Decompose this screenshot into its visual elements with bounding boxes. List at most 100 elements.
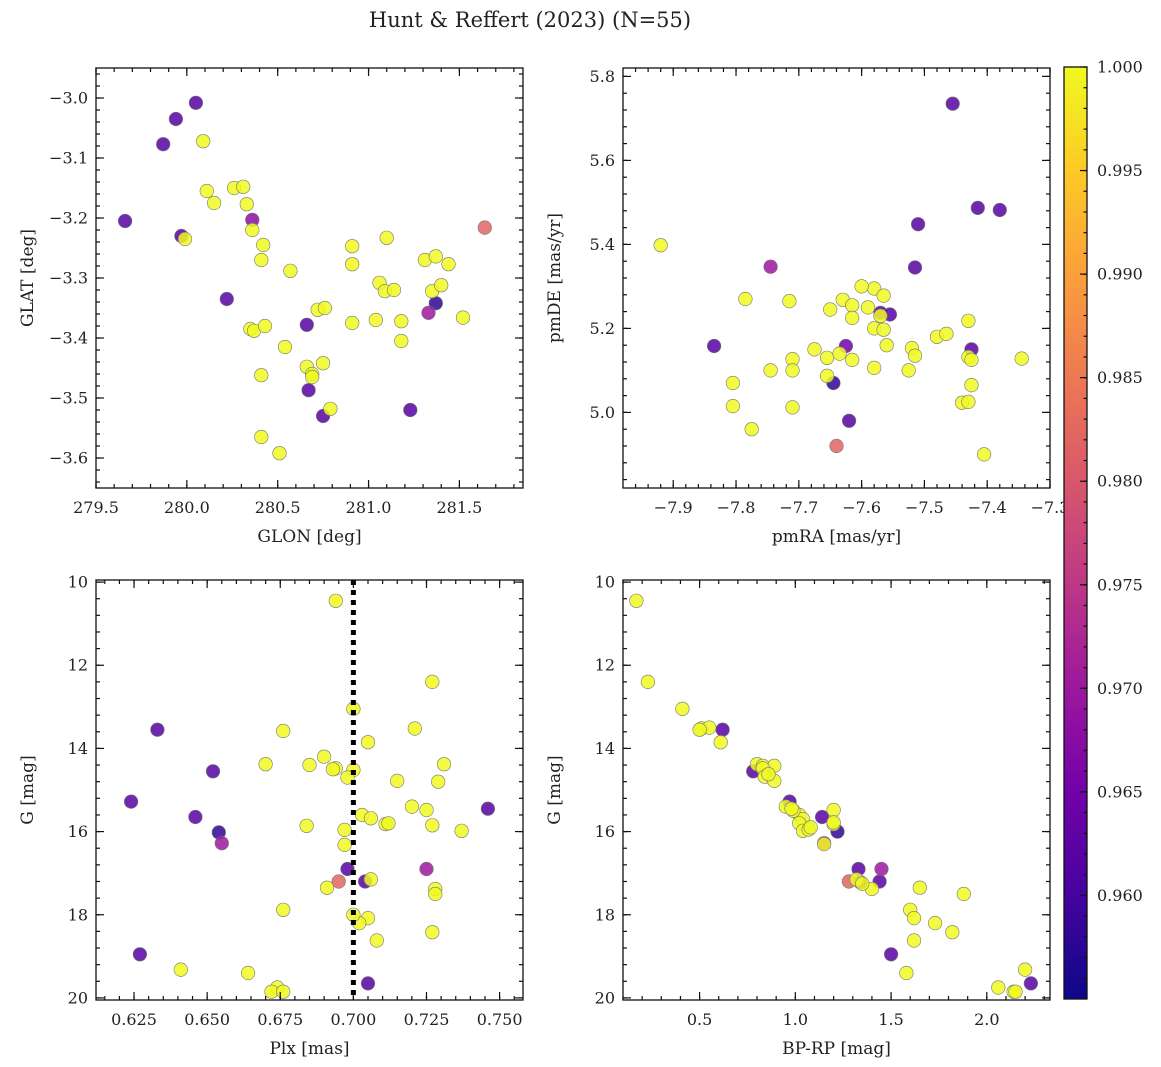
data-point — [879, 338, 894, 353]
x-tick-label: 281.5 — [436, 498, 482, 517]
data-point — [1017, 962, 1033, 977]
data-point — [276, 723, 291, 739]
x-tick-label: 2.0 — [974, 1010, 999, 1029]
panel-2: −7.9 −7.8 −7.7 −7.6 −7.5 −7.4 −7.3 5.0 5.2 5.4 5.6… — [545, 67, 1069, 547]
data-point — [964, 378, 979, 393]
data-point — [829, 438, 844, 454]
y-tick-label: 5.8 — [590, 67, 615, 86]
y-tick-label: 16 — [68, 822, 88, 841]
data-point — [299, 818, 314, 833]
x-tick-label: 281.0 — [346, 498, 392, 517]
data-point — [277, 339, 293, 355]
y-tick-label: 5.2 — [590, 319, 615, 338]
data-point — [394, 314, 409, 329]
data-point — [964, 352, 979, 368]
data-point — [860, 300, 876, 315]
data-point — [425, 674, 440, 690]
data-point — [283, 263, 298, 278]
y-axis-label: G [mag] — [545, 755, 565, 824]
data-point — [345, 257, 360, 272]
data-point — [782, 294, 797, 309]
data-point — [205, 764, 221, 779]
data-point — [784, 801, 799, 816]
x-tick-label: 1.0 — [783, 1010, 808, 1029]
data-point — [1023, 976, 1038, 991]
y-tick-label: 14 — [68, 739, 88, 758]
data-point — [785, 363, 800, 378]
colorbar-tick-label: 1.000 — [1097, 58, 1143, 77]
data-point — [428, 886, 443, 902]
axes-frame — [622, 67, 1051, 489]
y-tick-label: 5.0 — [590, 403, 615, 422]
data-point — [360, 976, 376, 991]
data-point — [819, 368, 835, 384]
data-point — [403, 402, 418, 418]
axes-frame — [95, 67, 524, 489]
data-point — [761, 767, 776, 782]
y-axis-label: G [mag] — [18, 755, 38, 824]
data-point — [419, 802, 434, 818]
data-point — [236, 179, 251, 194]
x-tick-label: 279.5 — [73, 498, 119, 517]
data-point — [425, 925, 440, 940]
x-tick-label: 0.675 — [257, 1010, 303, 1029]
data-point — [257, 318, 273, 334]
data-point — [404, 799, 420, 814]
data-point — [883, 947, 899, 962]
data-point — [1014, 351, 1029, 366]
data-point — [899, 965, 914, 981]
x-tick-label: 0.650 — [184, 1010, 230, 1029]
data-point — [258, 757, 273, 772]
panel-1: 279.5 280.0 280.5 281.0 281.5 −3.6 −3.5 −3.4 −3.… — [18, 67, 524, 547]
colorbar-tick-label: 0.965 — [1097, 782, 1143, 801]
x-tick-label: −7.3 — [1031, 498, 1070, 517]
y-tick-label: 14 — [595, 739, 615, 758]
data-point — [276, 902, 291, 917]
y-tick-label: 20 — [68, 988, 88, 1007]
data-point — [1008, 984, 1023, 999]
data-point — [407, 721, 422, 736]
data-point — [381, 816, 396, 831]
data-point — [653, 238, 668, 253]
y-axis-label: pmDE [mas/yr] — [545, 213, 565, 343]
x-axis-label: pmRA [mas/yr] — [772, 527, 901, 547]
data-point — [156, 137, 171, 152]
data-point — [454, 823, 469, 838]
data-point — [927, 915, 943, 931]
colorbar-tick-label: 0.990 — [1097, 265, 1143, 284]
data-point — [325, 762, 341, 777]
x-tick-label: 1.5 — [878, 1010, 903, 1029]
data-point — [845, 352, 860, 368]
data-point — [431, 774, 446, 789]
data-point — [706, 338, 722, 354]
x-tick-label: 0.725 — [404, 1010, 450, 1029]
data-point — [394, 333, 409, 349]
data-point — [738, 291, 753, 307]
data-point — [219, 291, 234, 307]
data-point — [239, 197, 254, 212]
data-point — [480, 801, 496, 816]
x-tick-label: −7.6 — [842, 498, 881, 517]
data-point — [419, 861, 434, 877]
data-point — [826, 815, 841, 830]
colorbar-gradient — [1064, 67, 1087, 999]
data-point — [319, 880, 335, 895]
data-point — [368, 312, 383, 328]
data-point — [956, 886, 971, 902]
data-point — [906, 933, 922, 948]
x-tick-label: −7.8 — [717, 498, 756, 517]
y-tick-label: −3.2 — [49, 209, 88, 228]
data-point — [272, 446, 287, 461]
data-point — [715, 722, 730, 737]
data-point — [991, 980, 1006, 995]
data-point — [390, 773, 405, 789]
data-point — [199, 183, 214, 199]
data-point — [441, 257, 456, 272]
x-axis-label: Plx [mas] — [269, 1039, 349, 1059]
colorbar-tick-label: 0.980 — [1097, 472, 1143, 491]
data-point — [299, 317, 314, 332]
x-tick-label: 280.0 — [164, 498, 210, 517]
data-point — [692, 722, 707, 737]
data-point — [992, 202, 1007, 218]
data-point — [807, 342, 822, 357]
